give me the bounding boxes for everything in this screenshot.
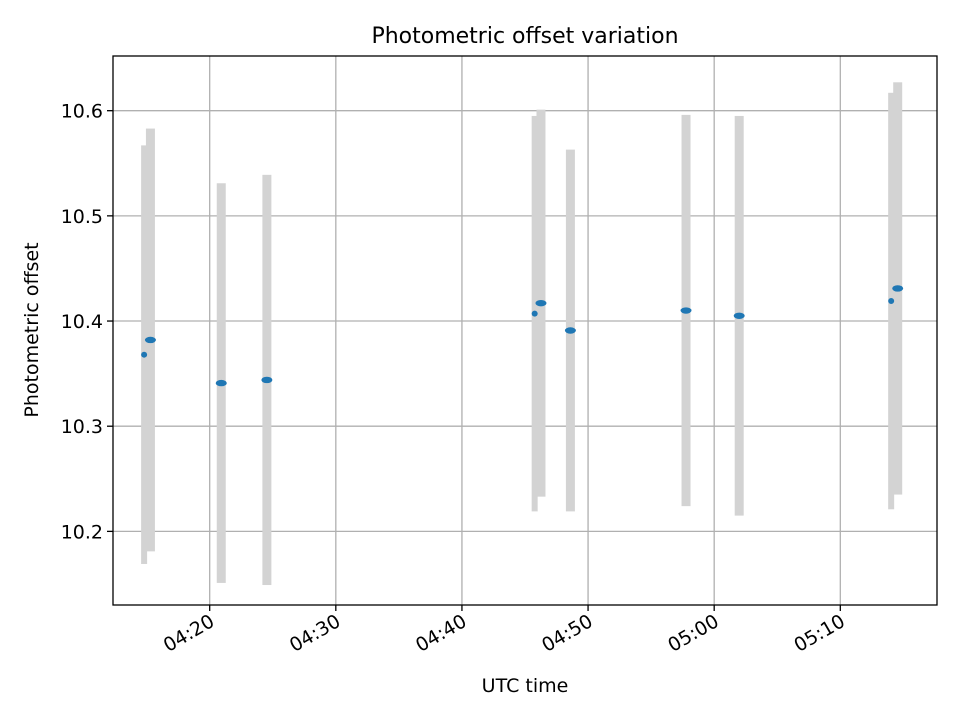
x-axis-title: UTC time [482,675,569,697]
plot-area [113,56,937,605]
data-point [680,307,692,314]
data-point [144,336,156,344]
data-point [888,298,895,305]
data-point [733,312,745,319]
y-tick-label: 10.4 [61,311,103,333]
data-point [535,299,547,307]
y-axis-title: Photometric offset [21,242,43,417]
data-point [531,310,538,317]
data-point [215,379,227,387]
data-point [892,285,904,292]
data-point [261,376,273,384]
y-tick-label: 10.3 [61,416,103,438]
grid [113,56,937,605]
data-point [141,351,148,358]
plot-frame [112,55,938,606]
y-tick-label: 10.2 [61,521,103,543]
data-points [141,285,904,387]
y-tick-label: 10.6 [61,101,103,123]
data-point [564,327,576,334]
y-axis-ticks: 10.2 10.3 10.4 10.5 10.6 [61,101,113,543]
y-tick-label: 10.5 [61,206,103,228]
chart-title: Photometric offset variation [371,24,678,49]
